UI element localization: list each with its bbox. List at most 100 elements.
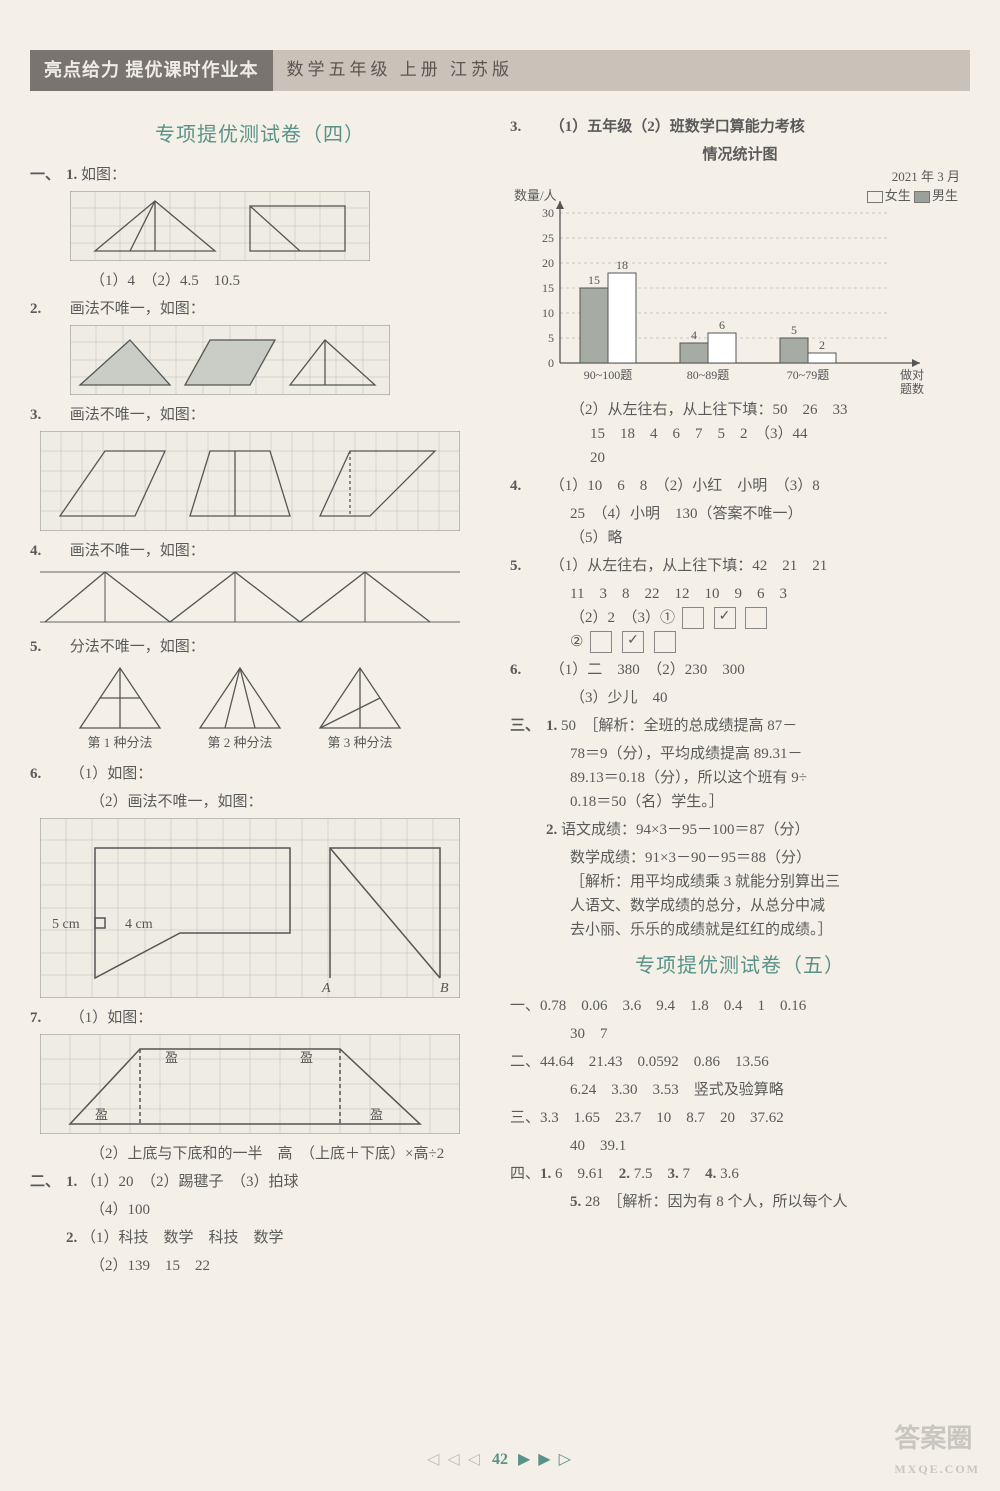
q3-title-b: 情况统计图 (510, 143, 970, 167)
s3-prefix: 三、 (510, 714, 546, 738)
header: 亮点给力 提优课时作业本 数学五年级 上册 江苏版 (30, 50, 970, 91)
tri-right-icon: ▶ ▶ ▷ (518, 1451, 573, 1468)
q3-label: 3. (510, 115, 546, 139)
fig-1-7: 盈盈 盈盈 (40, 1034, 490, 1134)
q6: 6. （1）二 380 （2）230 300 (510, 658, 970, 682)
q2-2-sub: （2）139 15 22 (30, 1254, 490, 1278)
cap3: 第 3 种分法 (310, 733, 410, 754)
grid-figure-2 (70, 325, 390, 395)
fig-1-2 (70, 325, 490, 395)
bar-chart: 数量/人 女生 男生 051015202530151890~100题4680~8… (510, 188, 970, 398)
q5: 5. （1）从左往右，从上往下填：42 21 21 (510, 554, 970, 578)
t5-l1b: 30 7 (510, 1022, 970, 1046)
dim-4cm: 4 cm (125, 917, 153, 932)
q1-5-text: 分法不唯一，如图： (70, 639, 205, 655)
test5-title: 专项提优测试卷（五） (510, 950, 970, 982)
q5-a: （1）从左往右，从上往下填：42 21 21 (550, 558, 828, 574)
watermark-sub: MXQE.COM (894, 1460, 980, 1479)
checkbox-1 (682, 607, 704, 629)
checkbox-3 (745, 607, 767, 629)
q1-5-label: 5. (30, 635, 66, 659)
q1-4-text: 画法不唯一，如图： (70, 543, 205, 559)
section-1-prefix: 一、 (30, 163, 66, 187)
q1-6b: （2）画法不唯一，如图： (30, 790, 490, 814)
header-left: 亮点给力 提优课时作业本 (30, 50, 273, 91)
svg-text:5: 5 (548, 331, 554, 345)
svg-text:25: 25 (542, 231, 554, 245)
svg-text:盈: 盈 (370, 1107, 383, 1122)
q2-1-sub: （4）100 (30, 1198, 490, 1222)
q1-6a: （1）如图： (70, 766, 153, 782)
q4-a: （1）10 6 8 （2）小红 小明 （3）8 (550, 478, 820, 494)
fig-1-6: 5 cm 4 cm A B (40, 818, 490, 998)
svg-text:20: 20 (542, 256, 554, 270)
grid-figure-1 (70, 191, 370, 261)
right-column: 3. （1）五年级（2）班数学口算能力考核 情况统计图 2021 年 3 月 数… (510, 111, 970, 1278)
q1-7a: （1）如图： (70, 1010, 153, 1026)
q1-5: 5. 分法不唯一，如图： (30, 635, 490, 659)
q3-p2b: 15 18 4 6 7 5 2 （3）44 (510, 422, 970, 446)
svg-text:30: 30 (542, 206, 554, 220)
checkbox-6 (654, 631, 676, 653)
t5-l2b: 6.24 3.30 3.53 竖式及验算略 (510, 1078, 970, 1102)
s3-2-c: ［解析：用平均成绩乘 3 就能分别算出三 (510, 870, 970, 894)
svg-text:15: 15 (588, 273, 600, 287)
q1-4-label: 4. (30, 539, 66, 563)
s3-2-label: 2. (546, 822, 557, 838)
section-2-prefix: 二、 (30, 1170, 66, 1194)
q3-title-a: （1）五年级（2）班数学口算能力考核 (550, 119, 805, 135)
q2-2: 2. （1）科技 数学 科技 数学 (30, 1226, 490, 1250)
cap2: 第 2 种分法 (190, 733, 290, 754)
q3-p2c: 20 (510, 446, 970, 470)
t5-l3b: 40 39.1 (510, 1134, 970, 1158)
q1-4: 4. 画法不唯一，如图： (30, 539, 490, 563)
legend-girl: 女生 (885, 188, 911, 203)
q5-b: 11 3 8 22 12 10 9 6 3 (510, 582, 970, 606)
grid-figure-3 (40, 431, 460, 531)
svg-text:盈: 盈 (165, 1050, 178, 1065)
q4-b: 25 （4）小明 130（答案不唯一） (510, 502, 970, 526)
zigzag-figure (40, 567, 460, 627)
svg-text:70~79题: 70~79题 (787, 368, 830, 382)
svg-text:2: 2 (819, 338, 825, 352)
t5-l5: 5. 28 ［解析：因为有 8 个人，所以每个人 (510, 1190, 970, 1214)
t5-l1: 一、0.78 0.06 3.6 9.4 1.8 0.4 1 0.16 (510, 994, 970, 1018)
q1-7: 7. （1）如图： (30, 1006, 490, 1030)
q1-1-sub: （1）4 （2）4.5 10.5 (30, 269, 490, 293)
q5-d: ② (570, 634, 583, 650)
q1-3: 3. 画法不唯一，如图： (30, 403, 490, 427)
q3-p2: （2）从左往右，从上往下填：50 26 33 (510, 398, 970, 422)
svg-text:18: 18 (616, 258, 628, 272)
q2-2-text: （1）科技 数学 科技 数学 (81, 1230, 284, 1246)
svg-text:盈: 盈 (300, 1050, 313, 1065)
legend-girl-icon (867, 191, 883, 203)
q5-c-row: （2）2 （3）① ✓ (510, 606, 970, 630)
page: 亮点给力 提优课时作业本 数学五年级 上册 江苏版 专项提优测试卷（四） 一、1… (0, 0, 1000, 1491)
svg-text:题数: 题数 (900, 381, 924, 396)
q6-b: （3）少儿 40 (510, 686, 970, 710)
q1-1-label: 1. (66, 167, 77, 183)
page-number: ◁ ◁ ◁ 42 ▶ ▶ ▷ (0, 1447, 1000, 1473)
svg-text:80~89题: 80~89题 (687, 368, 730, 382)
test4-title: 专项提优测试卷（四） (30, 119, 490, 151)
s3-2-d: 人语文、数学成绩的总分，从总分中减 (510, 894, 970, 918)
cap1: 第 1 种分法 (70, 733, 170, 754)
s3-1-label: 1. (546, 718, 557, 734)
q5-c: （2）2 （3）① (570, 610, 675, 626)
q4: 4. （1）10 6 8 （2）小红 小明 （3）8 (510, 474, 970, 498)
svg-text:10: 10 (542, 306, 554, 320)
q3: 3. （1）五年级（2）班数学口算能力考核 (510, 115, 970, 139)
svg-text:做对: 做对 (900, 367, 924, 382)
page-num-value: 42 (492, 1451, 508, 1468)
q1-1: 一、1. 如图： (30, 163, 490, 187)
bar-chart-svg: 051015202530151890~100题4680~89题5270~79题做… (510, 188, 950, 398)
legend-boy-icon (914, 191, 930, 203)
svg-text:5: 5 (791, 323, 797, 337)
chart-date: 2021 年 3 月 (510, 167, 970, 188)
q5-label: 5. (510, 554, 546, 578)
s3-2-a: 语文成绩：94×3－95－100＝87（分） (561, 822, 809, 838)
checkbox-5: ✓ (622, 631, 644, 653)
label-B: B (440, 981, 449, 996)
q2-2-label: 2. (66, 1230, 77, 1246)
svg-text:盈: 盈 (95, 1107, 108, 1122)
